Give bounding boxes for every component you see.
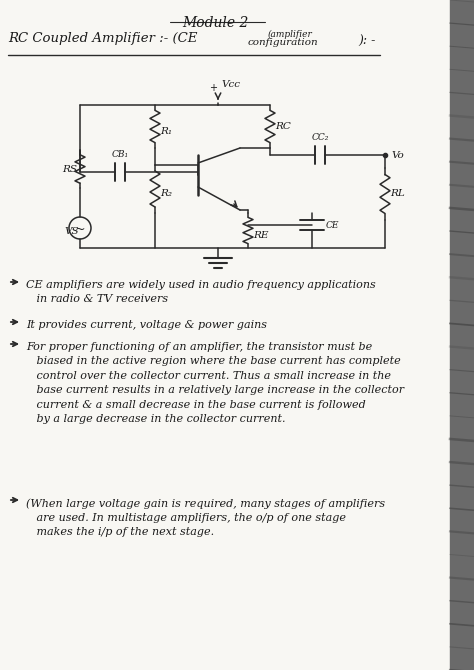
Text: Vo: Vo — [391, 151, 404, 161]
Text: RE: RE — [253, 231, 268, 240]
Text: It provides current, voltage & power gains: It provides current, voltage & power gai… — [26, 320, 267, 330]
Text: VS: VS — [64, 226, 79, 235]
Text: ): -: ): - — [358, 35, 375, 48]
Text: Vcc: Vcc — [221, 80, 240, 89]
Text: RS: RS — [62, 165, 77, 174]
Text: +: + — [209, 83, 217, 93]
Text: CB₁: CB₁ — [111, 150, 128, 159]
Text: ~: ~ — [75, 222, 85, 235]
Text: (When large voltage gain is required, many stages of amplifiers
   are used. In : (When large voltage gain is required, ma… — [26, 498, 385, 537]
Text: CE: CE — [326, 220, 339, 230]
Text: CC₂: CC₂ — [311, 133, 328, 142]
Text: configuration: configuration — [248, 38, 319, 47]
Text: R₂: R₂ — [160, 190, 172, 198]
Bar — [450, 0, 474, 670]
Text: RC: RC — [275, 122, 291, 131]
Text: Module 2: Module 2 — [182, 16, 248, 30]
Text: CE amplifiers are widely used in audio frequency applications
   in radio & TV r: CE amplifiers are widely used in audio f… — [26, 280, 376, 304]
Text: RC Coupled Amplifier :- (CE: RC Coupled Amplifier :- (CE — [8, 32, 197, 45]
Text: (amplifier: (amplifier — [268, 30, 313, 39]
Text: RL: RL — [390, 190, 405, 198]
Text: R₁: R₁ — [160, 127, 172, 136]
Text: For proper functioning of an amplifier, the transistor must be
   biased in the : For proper functioning of an amplifier, … — [26, 342, 404, 424]
